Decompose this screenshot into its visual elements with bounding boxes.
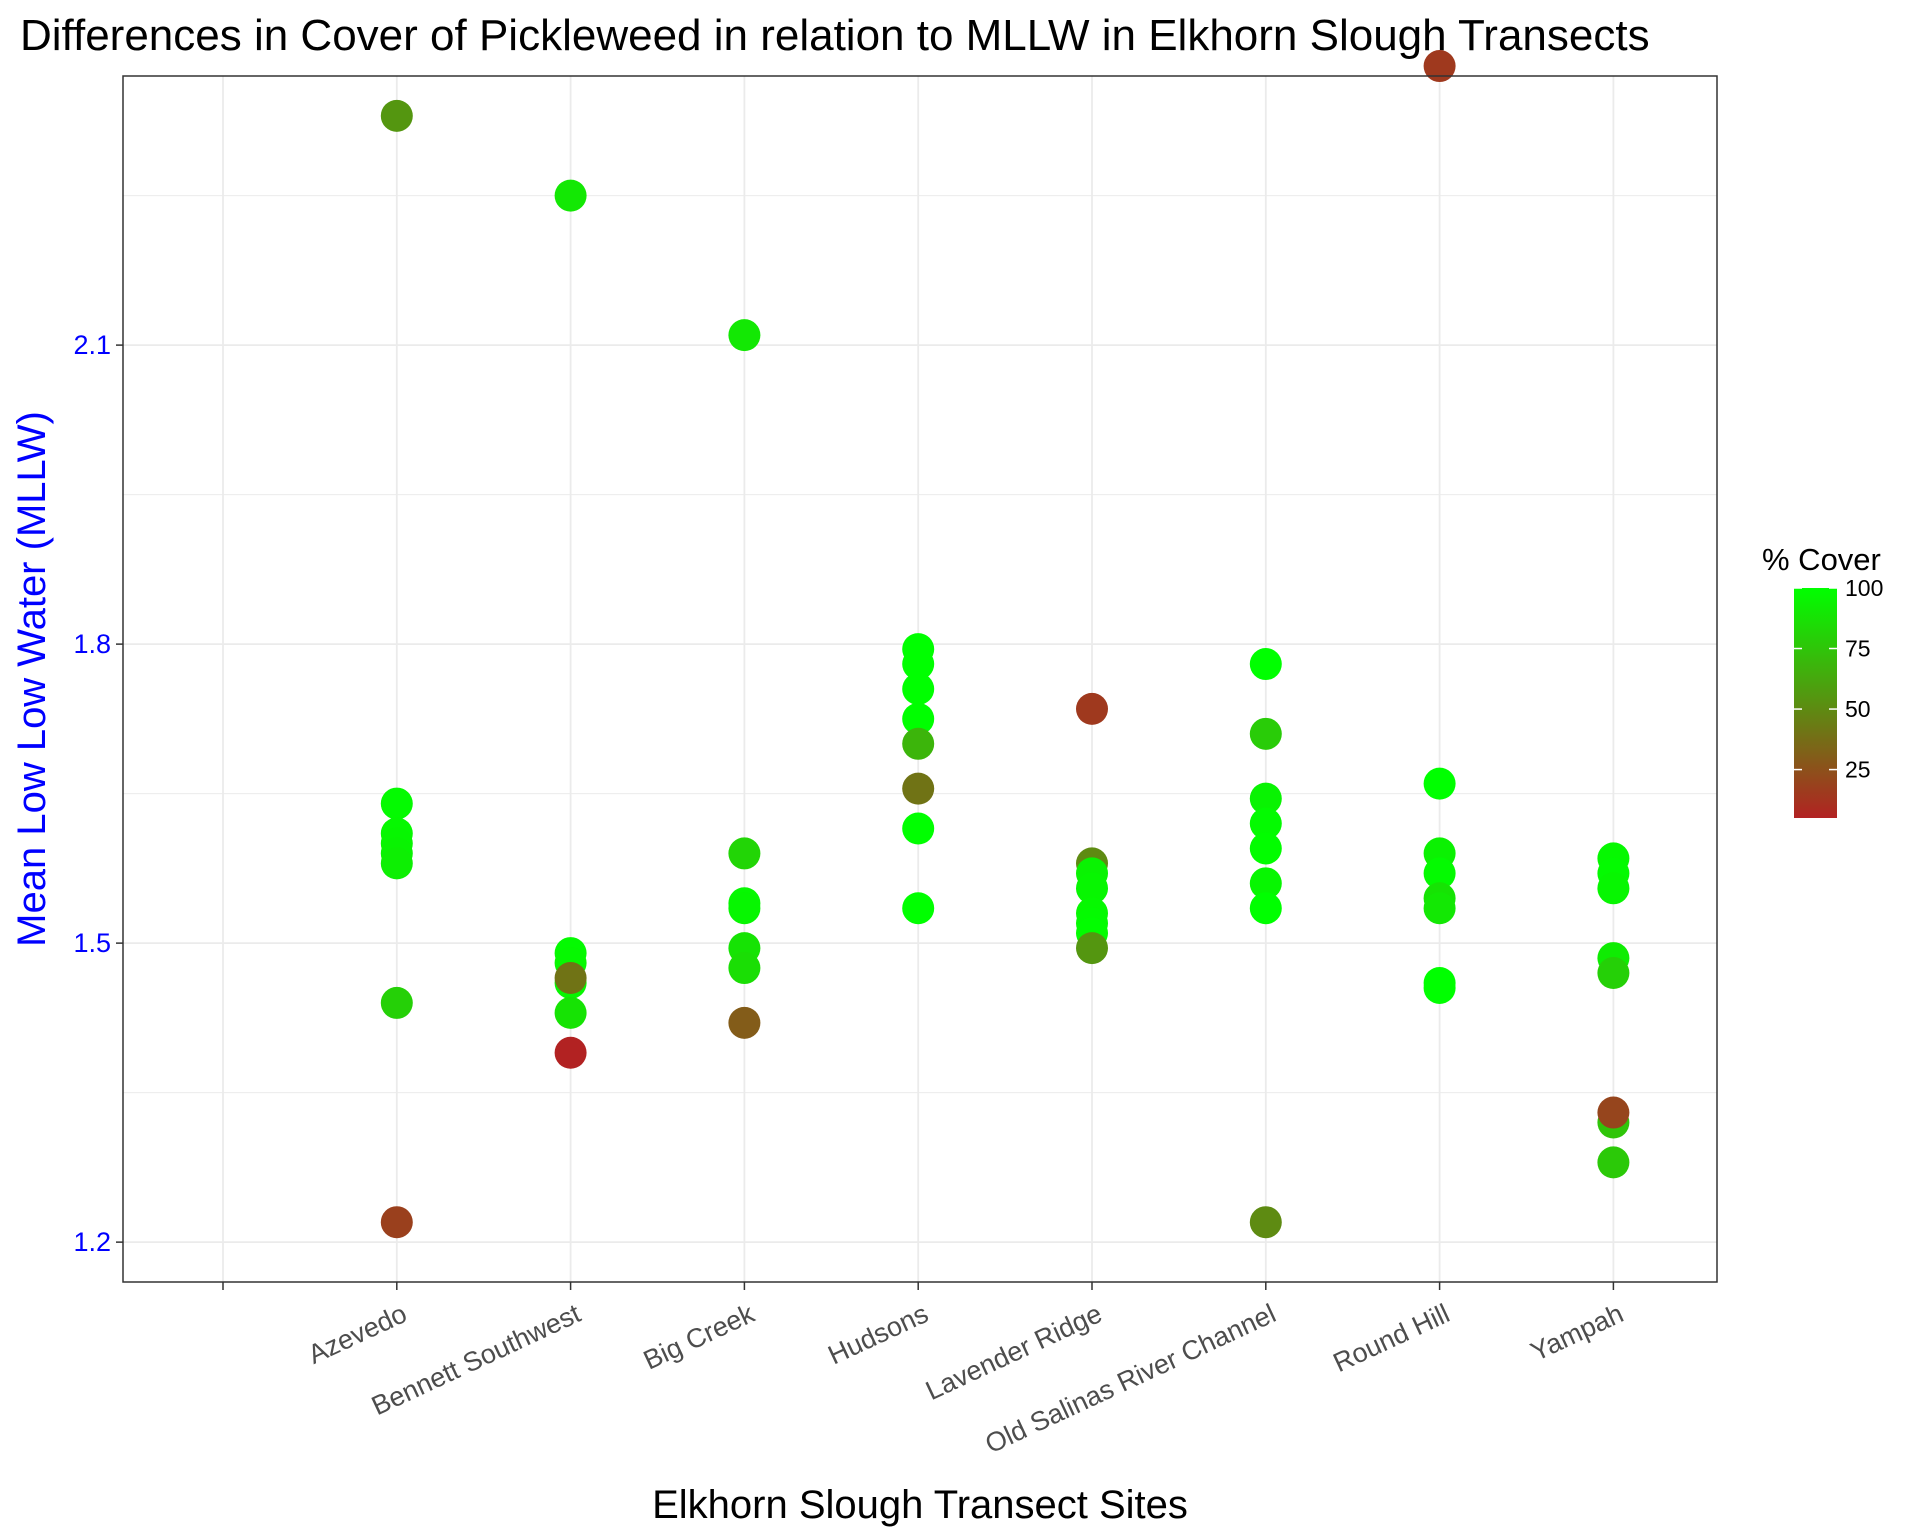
data-point: [1423, 767, 1456, 800]
color-legend: % Cover 25 50 75 100: [1762, 542, 1883, 818]
data-point: [1249, 717, 1282, 750]
data-point: [1597, 957, 1630, 990]
data-point: [728, 952, 761, 985]
panel-border: [122, 75, 1718, 1283]
data-point: [902, 812, 935, 845]
legend-tick-label: 75: [1845, 636, 1871, 662]
chart-title: Differences in Cover of Pickleweed in re…: [20, 11, 1650, 60]
data-point: [902, 672, 935, 705]
data-point: [380, 99, 413, 132]
data-points: [380, 50, 1630, 1239]
data-point: [380, 787, 413, 820]
y-axis-title: Mean Low Low Water (MLLW): [10, 411, 54, 947]
data-point: [728, 892, 761, 925]
legend-title: % Cover: [1762, 542, 1881, 577]
data-point: [1249, 892, 1282, 925]
data-point: [1249, 807, 1282, 840]
data-point: [728, 319, 761, 352]
legend-ticks: 25 50 75 100: [1794, 575, 1883, 783]
y-tick-label: 1.2: [73, 1227, 111, 1257]
data-point: [902, 892, 935, 925]
legend-tick-label: 100: [1845, 575, 1883, 601]
y-tick-label: 1.5: [73, 928, 111, 958]
data-point: [902, 702, 935, 735]
data-point: [554, 962, 587, 995]
data-point: [1076, 692, 1108, 725]
data-point: [380, 986, 413, 1019]
legend-tick-label: 25: [1845, 757, 1871, 783]
data-point: [902, 648, 935, 681]
y-tick-label: 2.1: [73, 330, 111, 360]
data-point: [380, 1206, 413, 1239]
data-point: [902, 727, 935, 760]
data-point: [1249, 867, 1282, 900]
data-point: [554, 1036, 587, 1069]
data-point: [1249, 782, 1282, 815]
data-point: [380, 847, 413, 880]
data-point: [1597, 872, 1630, 905]
y-axis: 1.2 1.5 1.8 2.1: [73, 330, 123, 1257]
data-point: [1423, 971, 1456, 1004]
data-point: [728, 837, 761, 870]
data-point: [1249, 1206, 1282, 1239]
data-point: [1423, 857, 1456, 890]
data-point: [554, 179, 587, 212]
data-point: [1423, 50, 1456, 83]
data-point: [1249, 648, 1282, 681]
data-point: [728, 1006, 761, 1039]
legend-tick-label: 50: [1845, 696, 1871, 722]
data-point: [902, 772, 935, 805]
data-point: [1423, 892, 1456, 925]
x-axis-title: Elkhorn Slough Transect Sites: [652, 1483, 1188, 1527]
data-point: [1597, 1096, 1630, 1129]
data-point: [1597, 1146, 1630, 1179]
data-point: [554, 996, 587, 1029]
legend-colorbar: [1794, 588, 1837, 818]
data-point: [1249, 832, 1282, 865]
data-point: [1076, 932, 1108, 965]
data-point: [1076, 872, 1108, 905]
y-tick-label: 1.8: [73, 629, 111, 659]
